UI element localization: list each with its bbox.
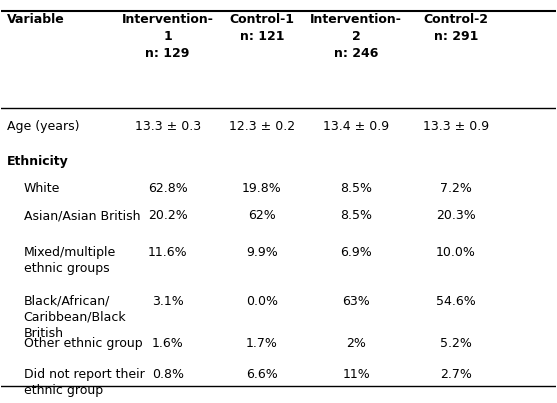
Text: 13.3 ± 0.9: 13.3 ± 0.9: [423, 120, 489, 133]
Text: 6.9%: 6.9%: [340, 246, 372, 259]
Text: 7.2%: 7.2%: [440, 182, 472, 195]
Text: 5.2%: 5.2%: [440, 337, 472, 350]
Text: 19.8%: 19.8%: [242, 182, 282, 195]
Text: White: White: [23, 182, 60, 195]
Text: Asian/Asian British: Asian/Asian British: [23, 209, 140, 222]
Text: 0.0%: 0.0%: [246, 295, 278, 307]
Text: 13.3 ± 0.3: 13.3 ± 0.3: [135, 120, 201, 133]
Text: 0.8%: 0.8%: [152, 368, 184, 381]
Text: 1.7%: 1.7%: [246, 337, 278, 350]
Text: Intervention-
2
n: 246: Intervention- 2 n: 246: [310, 13, 402, 60]
Text: Black/African/
Caribbean/Black
British: Black/African/ Caribbean/Black British: [23, 295, 126, 340]
Text: 54.6%: 54.6%: [436, 295, 476, 307]
Text: Age (years): Age (years): [7, 120, 80, 133]
Text: Mixed/multiple
ethnic groups: Mixed/multiple ethnic groups: [23, 246, 116, 275]
Text: Variable: Variable: [7, 13, 65, 26]
Text: 1.6%: 1.6%: [152, 337, 183, 350]
Text: Ethnicity: Ethnicity: [7, 155, 69, 168]
Text: 8.5%: 8.5%: [340, 182, 372, 195]
Text: 6.6%: 6.6%: [246, 368, 278, 381]
Text: 63%: 63%: [342, 295, 370, 307]
Text: 13.4 ± 0.9: 13.4 ± 0.9: [323, 120, 389, 133]
Text: 62%: 62%: [248, 209, 276, 222]
Text: 62.8%: 62.8%: [148, 182, 188, 195]
Text: 9.9%: 9.9%: [246, 246, 278, 259]
Text: 11.6%: 11.6%: [148, 246, 188, 259]
Text: 11%: 11%: [342, 368, 370, 381]
Text: 2%: 2%: [346, 337, 366, 350]
Text: Intervention-
1
n: 129: Intervention- 1 n: 129: [122, 13, 213, 60]
Text: 10.0%: 10.0%: [436, 246, 476, 259]
Text: 2.7%: 2.7%: [440, 368, 472, 381]
Text: 20.2%: 20.2%: [148, 209, 188, 222]
Text: 3.1%: 3.1%: [152, 295, 183, 307]
Text: Did not report their
ethnic group: Did not report their ethnic group: [23, 368, 144, 397]
Text: Control-2
n: 291: Control-2 n: 291: [423, 13, 488, 43]
Text: 8.5%: 8.5%: [340, 209, 372, 222]
Text: Other ethnic group: Other ethnic group: [23, 337, 142, 350]
Text: 20.3%: 20.3%: [436, 209, 476, 222]
Text: Control-1
n: 121: Control-1 n: 121: [229, 13, 294, 43]
Text: 12.3 ± 0.2: 12.3 ± 0.2: [229, 120, 295, 133]
